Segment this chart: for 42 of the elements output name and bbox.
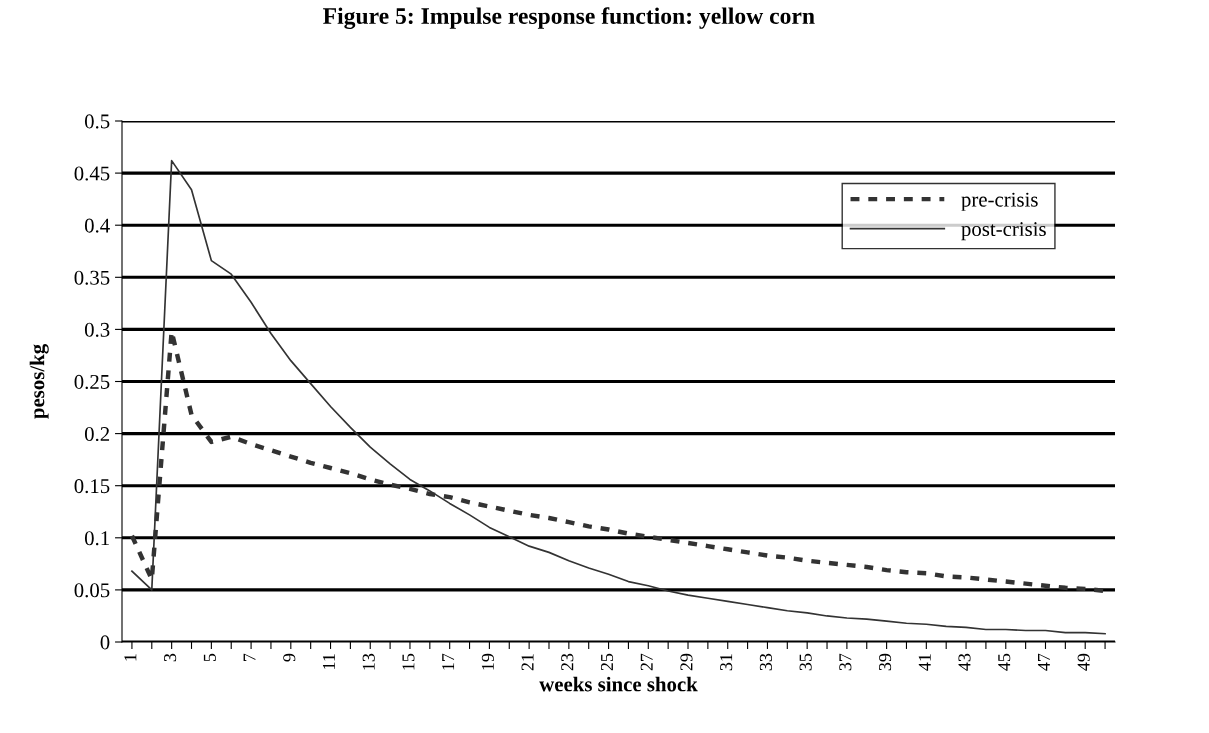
x-tick-label: 13: [362, 653, 375, 670]
x-tick-label: 7: [243, 653, 256, 661]
x-tick-label: 37: [839, 653, 852, 671]
y-tick-label: 0.2: [84, 426, 110, 442]
x-axis-title: weeks since shock: [539, 676, 698, 692]
x-tick-label: 19: [481, 653, 494, 670]
x-tick-label: 29: [680, 653, 693, 671]
x-tick-label: 49: [1077, 653, 1090, 671]
y-tick-label: 0.1: [84, 531, 109, 546]
x-tick-label: 5: [203, 653, 216, 662]
y-tick-label: 0.3: [84, 322, 110, 337]
x-tick-label: 35: [799, 653, 812, 671]
y-tick-label: 0.05: [74, 583, 110, 598]
x-tick-label: 23: [561, 653, 574, 671]
legend-label: pre-crisis: [961, 192, 1038, 211]
x-tick-label: 31: [720, 654, 733, 671]
y-tick-label: 0.35: [74, 270, 110, 285]
x-tick-label: 43: [958, 653, 971, 671]
x-tick-label: 11: [322, 654, 335, 669]
chart-title: Figure 5: Impulse response function: yellow corn: [323, 7, 815, 29]
x-tick-label: 21: [521, 654, 534, 671]
x-tick-label: 41: [918, 654, 931, 671]
x-tick-label: 39: [879, 653, 892, 671]
legend-label: post-crisis: [961, 222, 1046, 241]
y-tick-label: 0.5: [84, 114, 110, 129]
y-tick-label: 0.45: [74, 166, 110, 181]
y-tick-label: 0.15: [74, 479, 110, 494]
x-tick-label: 15: [402, 653, 415, 670]
x-tick-label: 3: [164, 653, 177, 662]
y-axis-title: pesos/kg: [29, 344, 49, 419]
x-tick-label: 17: [442, 653, 455, 670]
y-tick-label: 0: [100, 635, 110, 650]
y-tick-label: 0.4: [84, 218, 110, 233]
y-tick-label: 0.25: [74, 374, 110, 390]
x-tick-label: 45: [998, 653, 1011, 671]
x-tick-label: 1: [124, 654, 137, 661]
x-tick-label: 25: [600, 653, 614, 671]
x-tick-label: 27: [640, 653, 653, 671]
x-tick-label: 47: [1037, 653, 1050, 671]
line-series: [131, 159, 1106, 635]
x-tick-label: 9: [283, 653, 296, 662]
x-tick-label: 33: [759, 653, 772, 671]
